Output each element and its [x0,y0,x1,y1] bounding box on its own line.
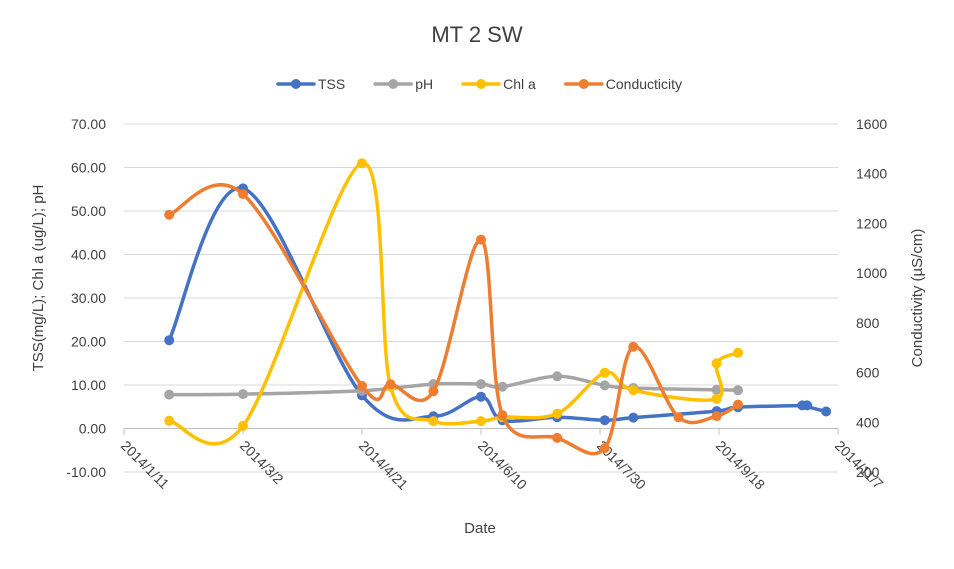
y2-tick-label: 400 [856,414,880,430]
y-tick-label: 0.00 [79,421,106,437]
data-point-chl-a [428,416,439,427]
data-point-conducticity [238,189,248,200]
data-point-chl-a [628,385,639,396]
y2-tick-label: 1200 [856,215,887,231]
y2-tick-label: 1000 [856,265,887,281]
data-point-chl-a [164,415,175,426]
x-tick-label: 2014/9/18 [713,437,769,493]
y-tick-label: 50.00 [71,203,106,219]
series-line-conducticity [167,183,740,456]
y-tick-label: -10.00 [66,464,106,480]
legend-label-chl-a: Chl a [503,76,536,92]
data-point-conducticity [428,386,439,397]
y2-tick-label: 800 [856,315,880,331]
data-point-ph [238,389,248,400]
legend-label-tss: TSS [318,76,345,92]
axes: 70.00 60.00 50.00 40.00 30.00 20.00 10.00 0.00 -… [66,116,887,493]
data-point-conducticity [357,381,367,391]
y-tick-label: 10.00 [71,377,106,393]
data-point-tss [797,400,808,411]
x-axis-title: Date [464,520,496,537]
series-conducticity [164,183,743,456]
legend-marker-conducticity [578,79,589,89]
y-tick-label: 30.00 [71,290,106,306]
x-tick-label: 2014/4/21 [356,437,412,493]
data-point-chl-a [711,393,722,404]
legend-marker-ph [388,79,399,89]
y2-tick-label: 1600 [856,116,887,132]
data-point-conducticity [552,432,563,443]
legend-label-conducticity: Conducticity [606,76,682,92]
data-point-conducticity [164,209,175,220]
y2-tick-label: 200 [856,464,880,480]
y-tick-label: 20.00 [71,334,106,350]
data-point-chl-a [711,358,722,369]
x-tick-label: 2014/6/10 [475,437,531,493]
y2-tick-label: 600 [856,365,880,381]
data-point-ph [552,371,563,382]
legend: TSS pH Chl a Conducticity [276,76,682,92]
legend-marker-chl-a [476,79,487,89]
data-point-ph [599,380,610,391]
y2-axis-title: Conductivity (µS/cm) [909,229,926,368]
legend-marker-tss [290,79,301,89]
data-point-chl-a [599,367,610,378]
data-point-chl-a [552,408,563,419]
data-point-conducticity [673,412,684,423]
y-tick-label: 70.00 [71,116,106,132]
data-point-conducticity [628,341,639,352]
y-tick-label: 40.00 [71,247,106,263]
y2-tick-label: 1400 [856,166,887,182]
data-point-conducticity [711,411,722,422]
data-point-chl-a [238,420,248,431]
data-point-chl-a [357,158,367,169]
data-point-chl-a [733,347,743,358]
y-tick-label: 60.00 [71,160,106,176]
x-tick-label: 2014/1/11 [118,437,173,492]
data-point-ph [497,381,508,392]
data-point-conducticity [476,234,486,245]
data-point-tss [628,412,639,423]
data-point-chl-a [476,416,486,427]
data-point-tss [164,335,175,346]
y-axis-title: TSS(mg/L); Chl a (ug/L); pH [30,185,47,372]
data-point-conducticity [497,410,508,421]
data-point-ph [733,385,743,396]
series-layer [164,158,832,456]
x-tick-label: 2014/3/2 [237,437,287,487]
legend-label-ph: pH [415,76,433,92]
data-point-ph [476,379,486,390]
chart-title: MT 2 SW [431,22,523,47]
data-point-ph [711,384,722,395]
series-ph [164,371,743,400]
data-point-conducticity [599,443,610,454]
data-point-tss [476,391,486,402]
data-point-ph [164,389,175,400]
data-point-tss [599,415,610,426]
data-point-conducticity [733,399,743,410]
data-point-tss [821,406,832,417]
data-point-conducticity [385,379,396,390]
